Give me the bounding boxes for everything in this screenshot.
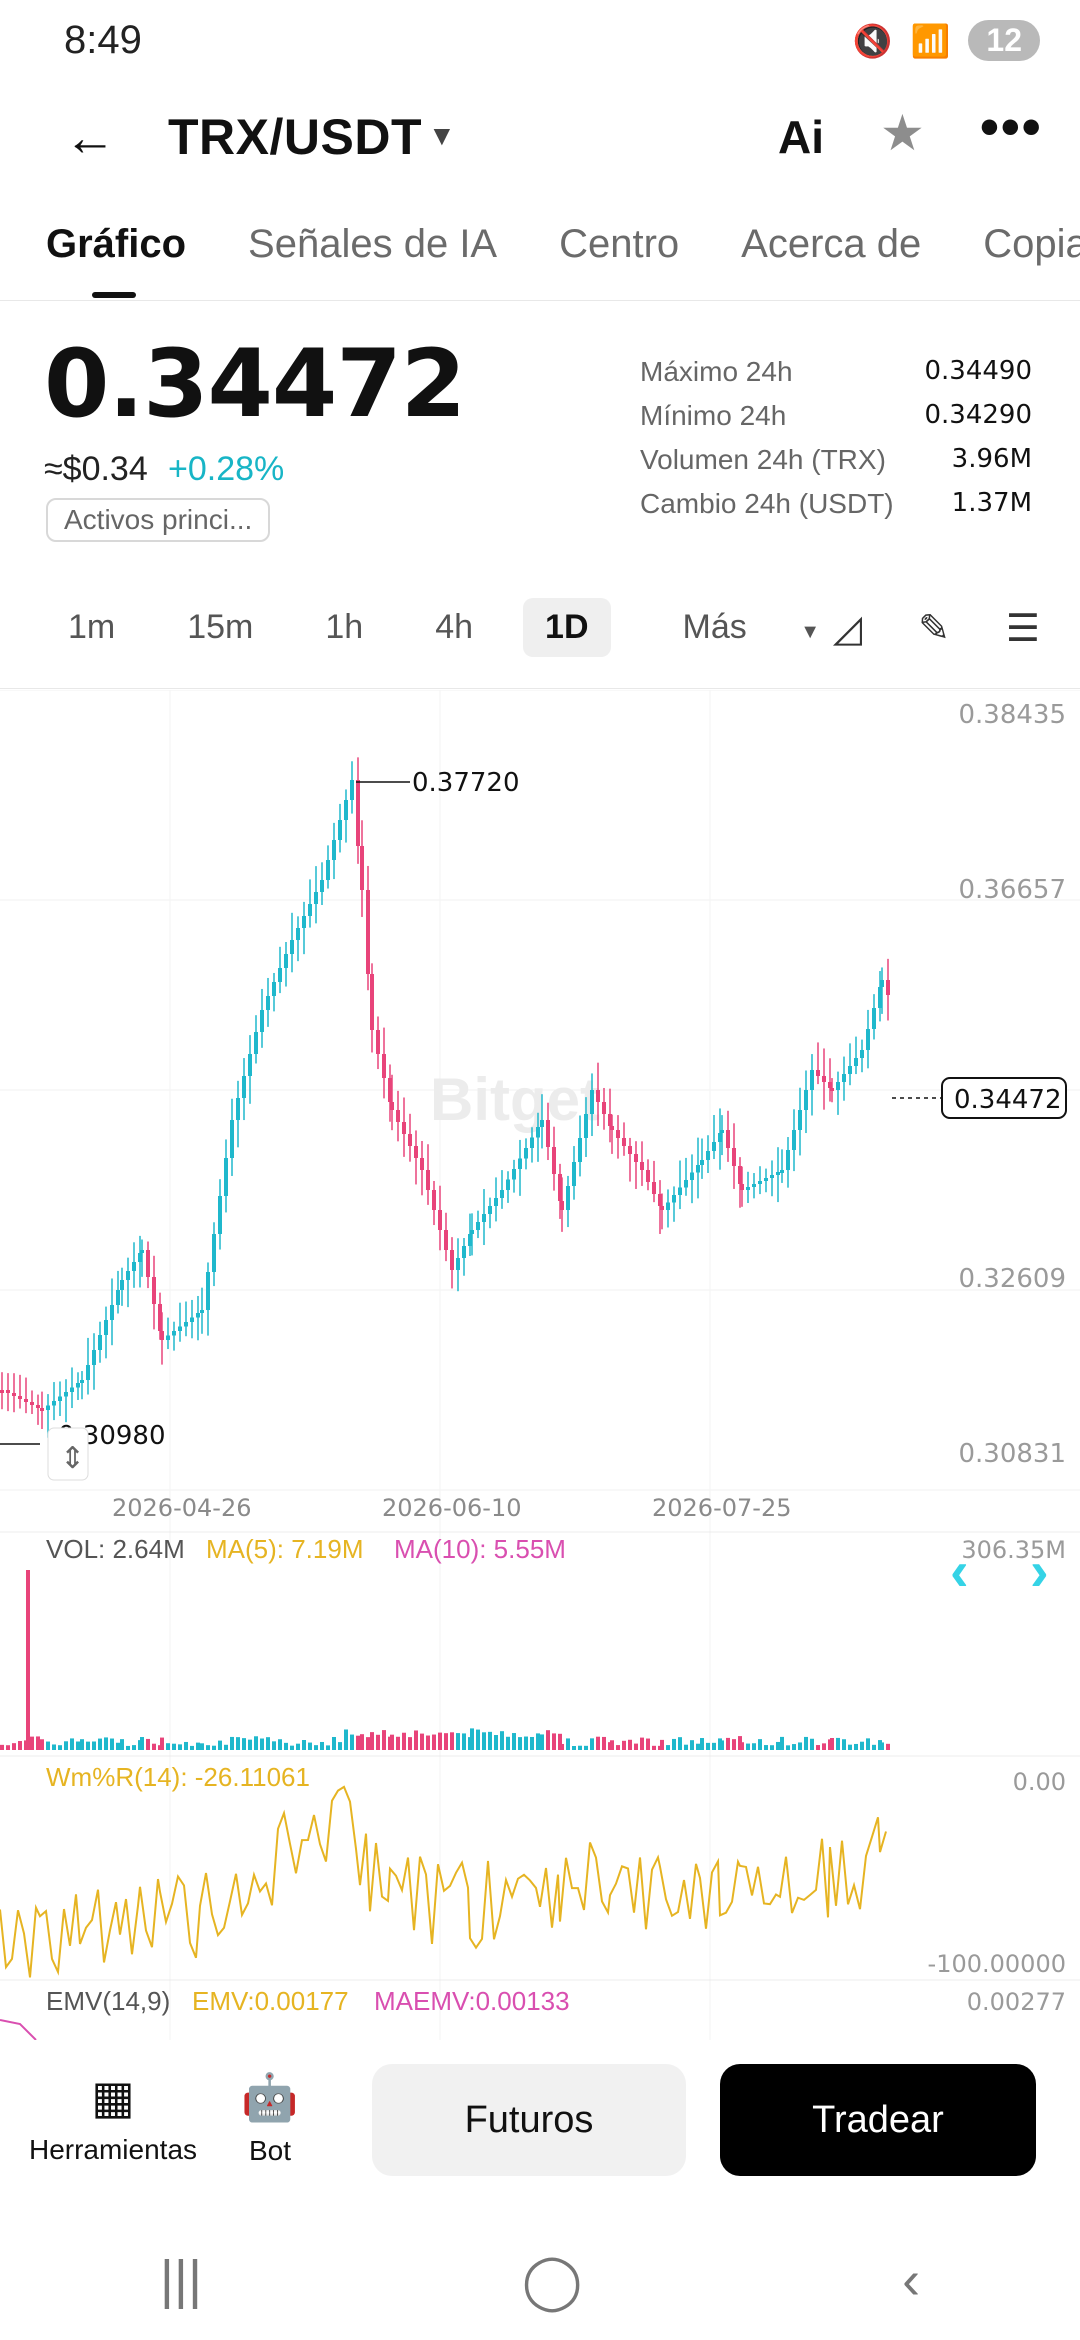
recent-apps-icon[interactable]: ||| (159, 2250, 202, 2310)
tools-label: Herramientas (28, 2134, 198, 2165)
ai-button[interactable]: Ai (778, 111, 824, 163)
stat-label: Mínimo 24h (640, 400, 787, 431)
stat-row: Máximo 24h 0.34490 (640, 356, 1032, 400)
candles (0, 757, 890, 1438)
last-price: 0.34472 (44, 330, 466, 439)
wifi-icon: 📶 (910, 22, 951, 59)
stat-label: Cambio 24h (USDT) (640, 488, 894, 519)
status-time: 8:49 (64, 18, 142, 62)
emv-label: EMV(14,9) (46, 1986, 170, 2016)
status-icons: 🔇 📶 12 (853, 20, 1040, 61)
tools-button[interactable]: ▦ Herramientas (28, 2070, 198, 2166)
y-tick: 0.32609 (958, 1264, 1066, 1294)
stat-value: 1.37M (951, 488, 1032, 518)
star-icon[interactable]: ★ (880, 105, 925, 161)
interval-more-label: Más (682, 608, 747, 646)
y-axis-labels: 0.38435 0.36657 0.32609 0.30831 (958, 700, 1066, 1469)
vol-ma5: MA(5): 7.19M (206, 1534, 364, 1564)
chevron-right-icon[interactable]: › (1030, 1539, 1049, 1602)
futures-button[interactable]: Futuros (372, 2064, 686, 2176)
stat-value: 0.34490 (924, 356, 1032, 386)
interval-1m[interactable]: 1m (68, 608, 116, 646)
stat-value: 0.34290 (924, 400, 1032, 430)
maemv-value: MAEMV:0.00133 (374, 1986, 570, 2016)
interval-15m[interactable]: 15m (187, 608, 254, 646)
vol-label: VOL: 2.64M (46, 1534, 185, 1564)
back-nav-icon[interactable]: ‹ (902, 2250, 921, 2310)
category-tag[interactable]: Activos princi... (46, 498, 271, 542)
chart-tools: ◿ ✎ ☰ (833, 606, 1040, 651)
bot-icon: 🤖 (241, 2071, 299, 2123)
wr-line (0, 1785, 887, 1978)
stat-value: 3.96M (951, 444, 1032, 474)
interval-more[interactable]: Más ▼ (639, 598, 864, 657)
chevron-left-icon[interactable]: ‹ (950, 1539, 969, 1602)
caret-down-icon: ▼ (800, 621, 820, 643)
tab-underline (92, 292, 136, 298)
interval-selector: 1m 15m 1h 4h 1D Más ▼ (46, 598, 864, 657)
high-marker: 0.37720 (412, 768, 520, 798)
divider (0, 300, 1080, 301)
battery-badge: 12 (968, 20, 1040, 61)
stat-row: Cambio 24h (USDT) 1.37M (640, 488, 1032, 532)
chart-grid (0, 689, 1080, 2040)
vol-max: 306.35M (961, 1536, 1066, 1564)
scale-handle[interactable] (47, 1427, 89, 1481)
draw-pen-icon[interactable]: ✎ (918, 608, 950, 650)
wr-bottom: -100.00000 (928, 1950, 1066, 1978)
stat-label: Máximo 24h (640, 356, 793, 387)
stat-label: Volumen 24h (TRX) (640, 444, 886, 475)
tab-acerca-de[interactable]: Acerca de (741, 222, 922, 266)
indicator-settings-icon[interactable]: ☰ (1005, 608, 1040, 650)
x-axis-labels: 2026-04-26 2026-06-10 2026-07-25 (112, 1494, 791, 1522)
x-tick: 2026-07-25 (652, 1494, 791, 1522)
resize-icon: ⇕ (60, 1442, 85, 1475)
chart-svg[interactable]: Bitget 0.37720 0.30980 0.34472 0.38435 0… (0, 689, 1080, 2041)
bot-button[interactable]: 🤖 Bot (230, 2070, 310, 2167)
system-nav: ||| ◯ ‹ (0, 2220, 1080, 2340)
volume-bars (0, 1570, 890, 1750)
y-tick: 0.30831 (958, 1439, 1066, 1469)
tab-centro[interactable]: Centro (559, 222, 680, 266)
back-arrow-icon[interactable]: ← (64, 109, 116, 167)
divider (0, 688, 1080, 689)
interval-4h[interactable]: 4h (435, 608, 474, 646)
stats-panel: Máximo 24h 0.34490 Mínimo 24h 0.34290 Volu… (640, 356, 1032, 532)
stat-row: Volumen 24h (TRX) 3.96M (640, 444, 1032, 488)
home-icon[interactable]: ◯ (521, 2250, 583, 2311)
more-icon[interactable]: ••• (980, 97, 1043, 157)
interval-1d[interactable]: 1D (523, 598, 611, 657)
price-change: +0.28% (168, 450, 285, 488)
vol-ma10: MA(10): 5.55M (394, 1534, 566, 1564)
caret-down-icon[interactable]: ▼ (428, 120, 456, 151)
tab-copiar[interactable]: Copiar (983, 222, 1080, 266)
last-price-label: 0.34472 (954, 1085, 1062, 1115)
emv-value: EMV:0.00177 (192, 1986, 349, 2016)
x-tick: 2026-06-10 (382, 1494, 521, 1522)
y-tick: 0.36657 (958, 875, 1066, 905)
tools-icon: ▦ (91, 2071, 135, 2123)
interval-1h[interactable]: 1h (325, 608, 364, 646)
usd-price: ≈$0.34 (44, 450, 148, 488)
tab-bar: Gráfico Señales de IA Centro Acerca de C… (46, 222, 1080, 267)
emv-line (0, 2019, 37, 2041)
last-price-box (941, 1077, 1067, 1119)
wr-label: Wm%R(14): -26.11061 (46, 1762, 310, 1792)
trade-button[interactable]: Tradear (720, 2064, 1036, 2176)
x-tick: 2026-04-26 (112, 1494, 251, 1522)
bot-label: Bot (248, 2135, 292, 2166)
chart-type-icon[interactable]: ◿ (832, 608, 863, 650)
watermark: Bitget (430, 1066, 600, 1133)
mute-icon: 🔇 (852, 22, 893, 59)
wr-top: 0.00 (1013, 1768, 1066, 1796)
emv-top: 0.00277 (967, 1988, 1066, 2016)
tab-grafico[interactable]: Gráfico (46, 222, 187, 266)
y-tick: 0.38435 (958, 700, 1066, 730)
pair-title[interactable]: TRX/USDT (168, 109, 422, 165)
candlestick-chart[interactable]: Bitget 0.37720 0.30980 0.34472 0.38435 0… (0, 689, 1080, 2041)
tab-senales-ia[interactable]: Señales de IA (248, 222, 498, 266)
stat-row: Mínimo 24h 0.34290 (640, 400, 1032, 444)
